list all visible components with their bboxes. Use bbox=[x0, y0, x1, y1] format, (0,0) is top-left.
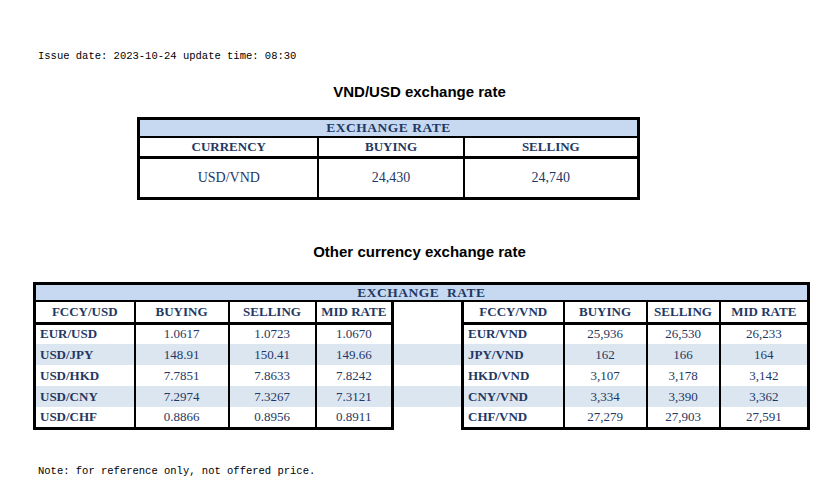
mid-rate-cell: 164 bbox=[720, 344, 809, 365]
selling-rate-cell: 1.0723 bbox=[229, 323, 316, 344]
buying-rate-cell: 1.0617 bbox=[135, 323, 229, 344]
mid-rate-cell: 27,591 bbox=[720, 407, 809, 428]
table-header-row: FCCY/VND BUYING SELLING MID RATE bbox=[463, 302, 809, 323]
buying-rate-cell: 24,430 bbox=[318, 157, 463, 198]
selling-rate-cell: 26,530 bbox=[647, 323, 720, 344]
gap-cell bbox=[394, 302, 461, 323]
table-header-row: CURRENCY BUYING SELLING bbox=[139, 137, 639, 157]
vnd-usd-rate-table: EXCHANGE RATE CURRENCY BUYING SELLING US… bbox=[137, 117, 640, 200]
currency-pair-cell: HKD/VND bbox=[463, 365, 564, 386]
table-row: CNY/VND 3,334 3,390 3,362 bbox=[463, 386, 809, 407]
column-header-selling: SELLING bbox=[647, 302, 720, 323]
buying-rate-cell: 7.2974 bbox=[135, 386, 229, 407]
table-row: USD/CHF 0.8866 0.8956 0.8911 bbox=[35, 407, 393, 428]
table-row: EUR/USD 1.0617 1.0723 1.0670 bbox=[35, 323, 393, 344]
column-header-buying: BUYING bbox=[564, 302, 647, 323]
buying-rate-cell: 3,334 bbox=[564, 386, 647, 407]
gap-cell bbox=[394, 344, 461, 365]
mid-rate-cell: 3,142 bbox=[720, 365, 809, 386]
selling-rate-cell: 7.3267 bbox=[229, 386, 316, 407]
mid-rate-cell: 149.66 bbox=[316, 344, 393, 365]
fccy-vnd-half-table: FCCY/VND BUYING SELLING MID RATE EUR/VND… bbox=[461, 302, 810, 430]
table-row: USD/JPY 148.91 150.41 149.66 bbox=[35, 344, 393, 365]
gap-cell bbox=[394, 365, 461, 386]
column-header-mid-rate: MID RATE bbox=[720, 302, 809, 323]
mid-rate-cell: 7.8242 bbox=[316, 365, 393, 386]
buying-rate-cell: 148.91 bbox=[135, 344, 229, 365]
selling-rate-cell: 27,903 bbox=[647, 407, 720, 428]
selling-rate-cell: 0.8956 bbox=[229, 407, 316, 428]
currency-pair-cell: EUR/USD bbox=[35, 323, 135, 344]
buying-rate-cell: 7.7851 bbox=[135, 365, 229, 386]
currency-pair-cell: CNY/VND bbox=[463, 386, 564, 407]
selling-rate-cell: 150.41 bbox=[229, 344, 316, 365]
currency-pair-cell: USD/CHF bbox=[35, 407, 135, 428]
table-title-row: EXCHANGE RATE bbox=[139, 119, 639, 138]
issue-date-text: Issue date: 2023-10-24 update time: 08:3… bbox=[38, 50, 296, 62]
table-title: EXCHANGE RATE bbox=[33, 282, 810, 302]
table-row: USD/VND 24,430 24,740 bbox=[139, 157, 639, 198]
currency-pair-cell: USD/HKD bbox=[35, 365, 135, 386]
currency-pair-cell: USD/VND bbox=[139, 157, 319, 198]
other-currency-section-title: Other currency exchange rate bbox=[0, 243, 839, 260]
table-row: USD/HKD 7.7851 7.8633 7.8242 bbox=[35, 365, 393, 386]
mid-rate-cell: 7.3121 bbox=[316, 386, 393, 407]
column-header-buying: BUYING bbox=[318, 137, 463, 157]
currency-pair-cell: EUR/VND bbox=[463, 323, 564, 344]
table-title: EXCHANGE RATE bbox=[139, 119, 639, 138]
buying-rate-cell: 25,936 bbox=[564, 323, 647, 344]
currency-pair-cell: JPY/VND bbox=[463, 344, 564, 365]
table-header-row: FCCY/USD BUYING SELLING MID RATE bbox=[35, 302, 393, 323]
buying-rate-cell: 3,107 bbox=[564, 365, 647, 386]
mid-rate-cell: 26,233 bbox=[720, 323, 809, 344]
other-currency-rate-table: EXCHANGE RATE FCCY/USD BUYING SELLING MI… bbox=[33, 282, 810, 430]
selling-rate-cell: 3,390 bbox=[647, 386, 720, 407]
table-row: HKD/VND 3,107 3,178 3,142 bbox=[463, 365, 809, 386]
buying-rate-cell: 0.8866 bbox=[135, 407, 229, 428]
gap-cell bbox=[394, 323, 461, 344]
vnd-usd-section-title: VND/USD exchange rate bbox=[0, 83, 839, 100]
fccy-usd-half-table: FCCY/USD BUYING SELLING MID RATE EUR/USD… bbox=[33, 302, 394, 430]
buying-rate-cell: 27,279 bbox=[564, 407, 647, 428]
table-row: JPY/VND 162 166 164 bbox=[463, 344, 809, 365]
currency-pair-cell: USD/JPY bbox=[35, 344, 135, 365]
column-header-mid-rate: MID RATE bbox=[316, 302, 393, 323]
table-row: USD/CNY 7.2974 7.3267 7.3121 bbox=[35, 386, 393, 407]
currency-pair-cell: CHF/VND bbox=[463, 407, 564, 428]
column-header-currency: CURRENCY bbox=[139, 137, 319, 157]
buying-rate-cell: 162 bbox=[564, 344, 647, 365]
mid-rate-cell: 1.0670 bbox=[316, 323, 393, 344]
column-header-buying: BUYING bbox=[135, 302, 229, 323]
table-gap-column bbox=[394, 302, 461, 430]
table-row: CHF/VND 27,279 27,903 27,591 bbox=[463, 407, 809, 428]
mid-rate-cell: 3,362 bbox=[720, 386, 809, 407]
exchange-rate-page: Issue date: 2023-10-24 update time: 08:3… bbox=[0, 0, 839, 498]
table-row: EUR/VND 25,936 26,530 26,233 bbox=[463, 323, 809, 344]
column-header-selling: SELLING bbox=[229, 302, 316, 323]
selling-rate-cell: 7.8633 bbox=[229, 365, 316, 386]
selling-rate-cell: 3,178 bbox=[647, 365, 720, 386]
column-header-fccy-usd: FCCY/USD bbox=[35, 302, 135, 323]
selling-rate-cell: 166 bbox=[647, 344, 720, 365]
gap-cell bbox=[394, 407, 461, 428]
mid-rate-cell: 0.8911 bbox=[316, 407, 393, 428]
currency-pair-cell: USD/CNY bbox=[35, 386, 135, 407]
gap-cell bbox=[394, 386, 461, 407]
selling-rate-cell: 24,740 bbox=[464, 157, 639, 198]
column-header-fccy-vnd: FCCY/VND bbox=[463, 302, 564, 323]
column-header-selling: SELLING bbox=[464, 137, 639, 157]
note-text: Note: for reference only, not offered pr… bbox=[38, 465, 315, 477]
